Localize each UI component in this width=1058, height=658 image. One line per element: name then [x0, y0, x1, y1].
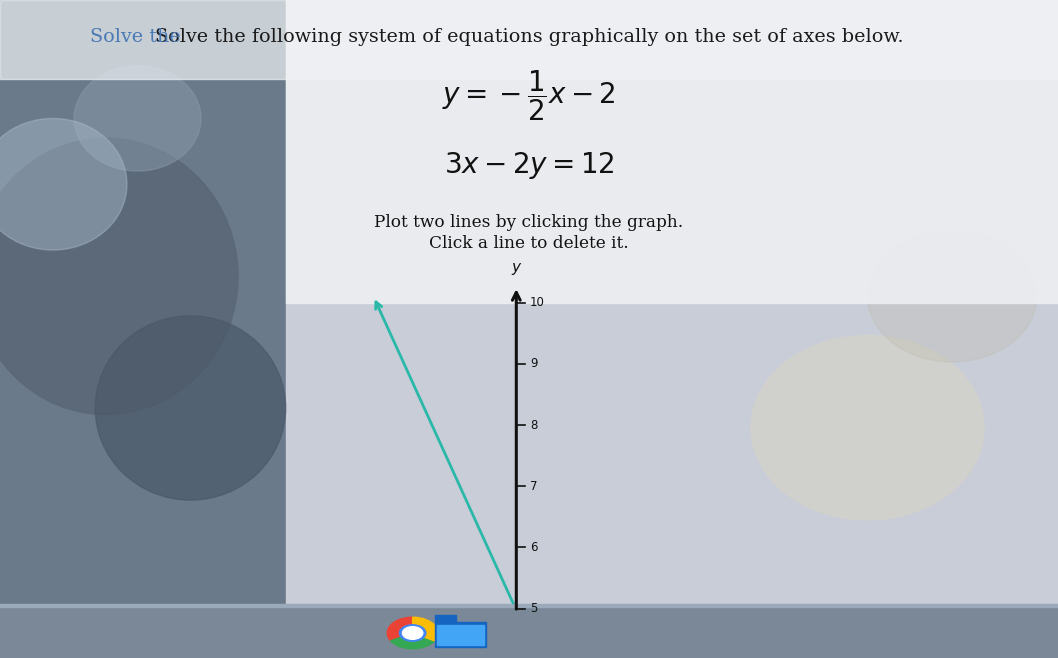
Text: Solve the: Solve the	[90, 28, 181, 45]
Bar	[0, 0, 1058, 79]
Bar	[0, 605, 1058, 658]
Text: Plot two lines by clicking the graph.: Plot two lines by clicking the graph.	[375, 214, 683, 231]
Text: $3x - 2y = 12$: $3x - 2y = 12$	[443, 150, 615, 182]
Text: Solve the following system of equations graphically on the set of axes below.: Solve the following system of equations …	[154, 28, 904, 45]
Wedge shape	[387, 617, 413, 641]
Text: 7: 7	[530, 480, 537, 493]
Bar	[286, 0, 1058, 605]
Bar	[0, 0, 286, 605]
Ellipse shape	[751, 336, 984, 520]
Wedge shape	[413, 617, 438, 641]
Ellipse shape	[0, 138, 238, 415]
Ellipse shape	[95, 316, 286, 500]
Text: 5: 5	[530, 602, 537, 615]
Text: $y = -\dfrac{1}{2}x - 2$: $y = -\dfrac{1}{2}x - 2$	[442, 68, 616, 123]
Text: 9: 9	[530, 357, 537, 370]
Bar	[286, 0, 1058, 303]
Bar	[435, 622, 486, 647]
Bar	[0, 604, 1058, 607]
Wedge shape	[390, 633, 435, 649]
Ellipse shape	[868, 230, 1037, 362]
Bar	[435, 615, 456, 622]
Ellipse shape	[74, 66, 201, 171]
Circle shape	[400, 625, 425, 641]
Text: 8: 8	[530, 418, 537, 432]
Bar	[437, 625, 484, 645]
Circle shape	[402, 626, 423, 640]
Text: 10: 10	[530, 296, 545, 309]
Text: y: y	[512, 260, 521, 275]
Ellipse shape	[0, 118, 127, 250]
Text: Click a line to delete it.: Click a line to delete it.	[430, 235, 628, 252]
Text: 6: 6	[530, 541, 537, 554]
